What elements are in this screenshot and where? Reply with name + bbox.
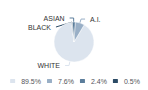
svg-text:89.5%: 89.5% <box>21 78 41 85</box>
svg-text:A.I.: A.I. <box>90 16 101 23</box>
svg-text:ASIAN: ASIAN <box>44 15 65 22</box>
svg-text:0.5%: 0.5% <box>124 78 140 85</box>
svg-text:7.6%: 7.6% <box>58 78 74 85</box>
svg-text:BLACK: BLACK <box>28 24 51 31</box>
svg-text:WHITE: WHITE <box>37 62 60 69</box>
svg-text:2.4%: 2.4% <box>91 78 107 85</box>
